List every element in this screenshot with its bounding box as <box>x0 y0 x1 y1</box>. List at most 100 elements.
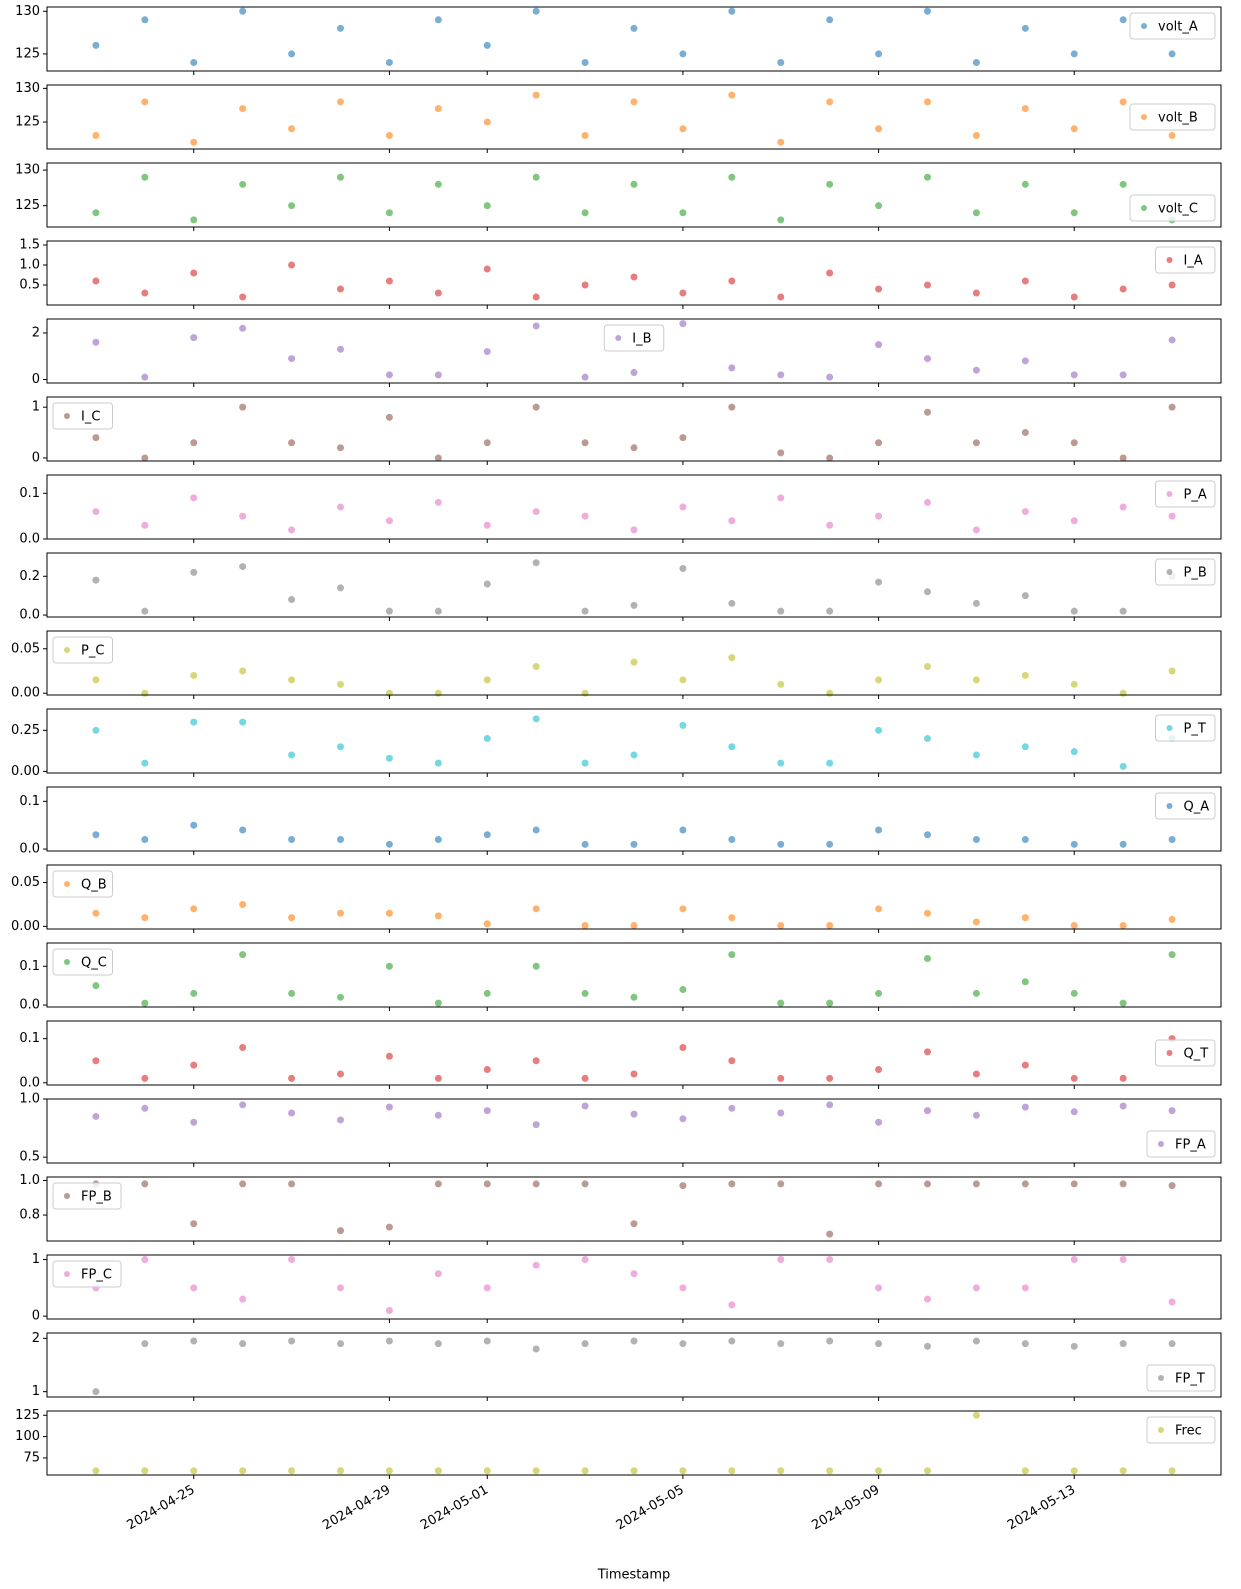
point <box>239 293 247 301</box>
point <box>924 281 931 289</box>
legend-box <box>1129 194 1216 222</box>
axes-frame <box>46 474 1222 540</box>
point <box>1021 1467 1029 1475</box>
point <box>1021 180 1029 188</box>
point <box>679 676 687 684</box>
legend-marker <box>1166 491 1173 497</box>
point <box>630 1070 638 1078</box>
y-tick-label: 0.0 <box>19 842 40 857</box>
point <box>239 1180 247 1188</box>
point <box>972 1411 980 1419</box>
point <box>1168 50 1176 58</box>
x-tick-label: 2024-05-01 <box>418 1483 491 1534</box>
point <box>239 403 247 411</box>
axes-frame <box>46 864 1222 930</box>
point <box>434 912 442 920</box>
point <box>190 821 198 829</box>
legend: Q_A <box>1155 792 1216 820</box>
point <box>1119 1340 1127 1348</box>
point <box>385 1307 393 1315</box>
legend-marker <box>1166 569 1173 575</box>
point <box>1021 914 1029 922</box>
point <box>777 999 785 1007</box>
point <box>337 98 344 106</box>
point <box>581 989 589 997</box>
point <box>1119 1256 1127 1264</box>
point <box>385 517 393 525</box>
y-tick-label: 0.5 <box>19 278 40 293</box>
point <box>1119 689 1127 697</box>
point <box>288 202 296 210</box>
point <box>1119 840 1127 848</box>
point <box>679 50 687 58</box>
point <box>385 607 393 615</box>
point <box>581 209 589 217</box>
point <box>434 759 442 767</box>
point <box>1070 607 1078 615</box>
point <box>1119 180 1127 188</box>
point <box>1119 607 1127 615</box>
legend-label: Q_A <box>1184 800 1210 815</box>
point <box>1021 105 1029 113</box>
point <box>679 320 687 328</box>
point <box>532 905 540 913</box>
legend-marker <box>1166 803 1173 809</box>
point <box>728 403 736 411</box>
y-tick-label: 0 <box>32 1309 40 1324</box>
point <box>1119 762 1127 770</box>
legend-marker <box>64 1271 70 1277</box>
point <box>385 1337 393 1345</box>
point <box>1119 98 1127 106</box>
point <box>924 955 931 963</box>
point <box>532 508 540 516</box>
point <box>532 1261 540 1269</box>
point <box>1070 1467 1078 1475</box>
legend: Frec <box>1146 1416 1216 1444</box>
point <box>337 836 344 844</box>
point <box>385 1467 393 1475</box>
legend-box <box>1155 1039 1216 1067</box>
point <box>1021 277 1029 285</box>
legend-label: P_C <box>81 644 104 659</box>
point <box>1021 1340 1029 1348</box>
legend-label: FP_C <box>81 1268 112 1283</box>
point <box>1070 371 1078 379</box>
point <box>826 180 834 188</box>
point <box>141 521 149 529</box>
point <box>777 494 785 502</box>
point <box>777 680 785 688</box>
point <box>288 1109 296 1117</box>
point <box>141 914 149 922</box>
point <box>483 41 491 49</box>
point <box>630 369 638 377</box>
point <box>875 578 883 586</box>
point <box>875 202 883 210</box>
point <box>337 173 344 181</box>
point <box>483 118 491 126</box>
point <box>875 512 883 520</box>
point <box>385 909 393 917</box>
point <box>1070 748 1078 756</box>
y-tick-label: 0.05 <box>11 875 40 890</box>
point <box>288 676 296 684</box>
point <box>826 16 834 24</box>
point <box>728 599 736 607</box>
point <box>288 914 296 922</box>
point <box>483 521 491 529</box>
point <box>972 439 980 447</box>
point <box>875 439 883 447</box>
axes-frame <box>46 1410 1222 1476</box>
legend-box <box>52 636 113 664</box>
point <box>483 1337 491 1345</box>
point <box>190 718 198 726</box>
legend-box <box>1146 1130 1216 1158</box>
point <box>1168 281 1176 289</box>
point <box>288 751 296 759</box>
point <box>1168 915 1176 923</box>
point <box>239 512 247 520</box>
point <box>826 1074 834 1082</box>
point <box>532 1057 540 1065</box>
point <box>1168 1298 1176 1306</box>
point <box>385 962 393 970</box>
point <box>728 743 736 751</box>
